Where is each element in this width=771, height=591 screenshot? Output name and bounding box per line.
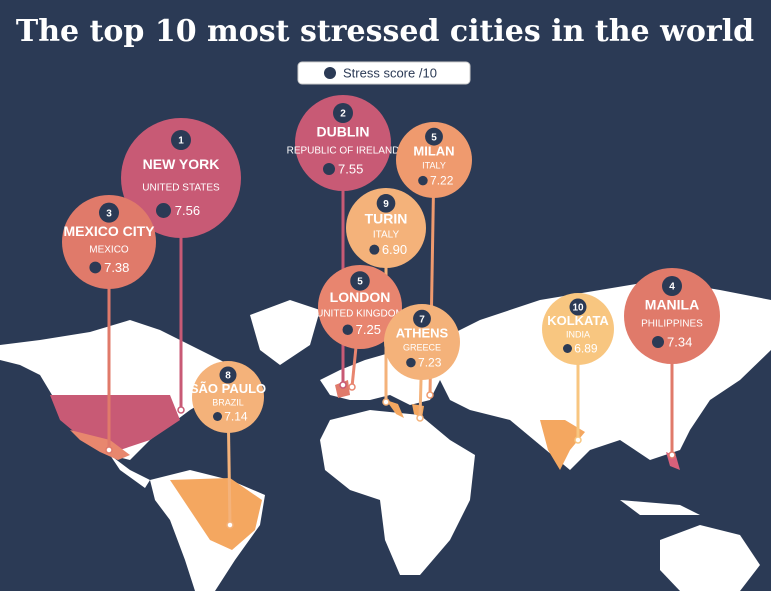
city-bubble	[121, 118, 241, 238]
city-bubble	[62, 195, 156, 289]
score: 7.34	[667, 334, 692, 349]
score-icon	[342, 324, 353, 335]
rank-badge	[350, 271, 370, 291]
city-name: SÃO PAULO	[190, 381, 266, 396]
rank: 1	[178, 136, 184, 147]
city-name: ATHENS	[396, 326, 449, 341]
legend-label: Stress score /10	[343, 65, 437, 80]
city-name: KOLKATA	[547, 313, 609, 328]
score: 7.23	[418, 356, 442, 370]
score: 7.56	[175, 203, 200, 218]
score-icon	[563, 344, 572, 353]
score-icon	[89, 261, 102, 274]
country: INDIA	[566, 329, 590, 339]
score-icon	[323, 163, 335, 175]
rank: 5	[431, 132, 437, 143]
rank: 8	[225, 371, 231, 382]
rank: 3	[106, 208, 112, 219]
country: BRAZIL	[212, 397, 244, 407]
rank: 4	[669, 282, 675, 293]
rank-badge	[219, 366, 237, 384]
rank-badge	[171, 130, 191, 150]
city-bubble	[295, 95, 391, 191]
rank: 7	[419, 314, 425, 325]
rank: 5	[357, 277, 363, 288]
score-icon	[406, 357, 416, 368]
score: 7.22	[430, 174, 454, 188]
score: 7.38	[104, 260, 129, 275]
pin-dot	[574, 436, 582, 444]
score: 6.89	[574, 341, 598, 355]
city-name: NEW YORK	[143, 156, 220, 172]
city-bubble	[318, 265, 402, 349]
pin-dot	[177, 406, 185, 414]
pin-dot	[382, 398, 390, 406]
rank: 9	[383, 199, 389, 210]
score-icon	[156, 203, 171, 218]
city-bubble	[542, 293, 614, 365]
rank-badge	[333, 103, 353, 123]
rank: 2	[340, 109, 346, 120]
score: 6.90	[382, 242, 407, 257]
rank-badge	[425, 127, 443, 146]
rank: 10	[572, 303, 584, 314]
score-icon	[652, 336, 664, 348]
city-bubble	[346, 188, 426, 268]
city-name: MILAN	[413, 144, 454, 159]
pin-dot	[416, 414, 424, 422]
rank-badge	[413, 309, 431, 328]
country: MEXICO	[89, 244, 129, 255]
legend: Stress score /10	[297, 61, 471, 85]
city-bubble	[384, 304, 460, 380]
pin-dot	[348, 383, 356, 391]
title: The top 10 most stressed cities in the w…	[16, 14, 754, 49]
country: ITALY	[373, 229, 400, 240]
score: 7.25	[356, 322, 381, 337]
country: UNITED KINGDOM	[316, 309, 404, 320]
pin-dot	[668, 451, 676, 459]
country: PHILIPPINES	[641, 319, 703, 330]
score-icon	[418, 175, 428, 186]
country: ITALY	[422, 161, 446, 171]
city-bubble	[192, 361, 264, 433]
score-icon	[213, 412, 222, 421]
rank-badge	[569, 298, 587, 316]
pin-dot	[339, 381, 347, 389]
city-name: TURIN	[365, 210, 408, 226]
pin-dot	[226, 521, 234, 529]
city-name: LONDON	[330, 289, 391, 305]
city-name: DUBLIN	[317, 124, 370, 140]
score: 7.55	[338, 161, 363, 176]
rank-badge	[662, 276, 682, 296]
rank-badge	[99, 202, 119, 223]
rank-badge	[376, 194, 396, 213]
country: UNITED STATES	[142, 183, 220, 194]
city-bubble	[624, 268, 720, 364]
pin-dot	[426, 391, 434, 399]
city-bubble	[396, 122, 472, 198]
country: GREECE	[403, 343, 441, 353]
country: REPUBLIC OF IRELAND	[287, 146, 400, 157]
city-name: MEXICO CITY	[63, 223, 155, 239]
score: 7.14	[224, 409, 248, 423]
score-icon	[369, 244, 380, 255]
pin-dot	[105, 446, 113, 454]
city-name: MANILA	[645, 297, 699, 313]
